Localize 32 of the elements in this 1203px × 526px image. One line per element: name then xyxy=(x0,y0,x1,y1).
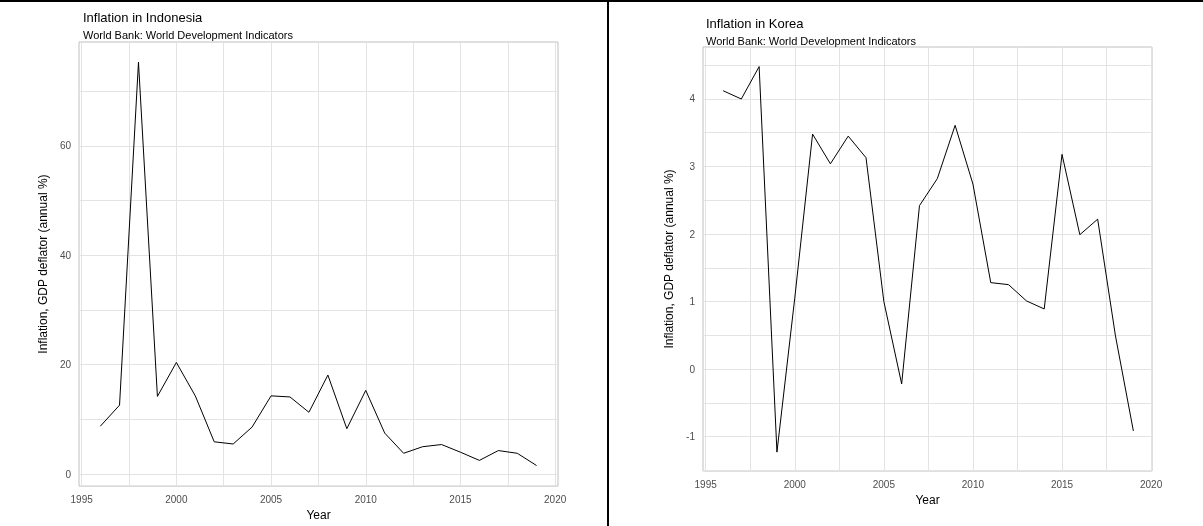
x-tick-label: 2015 xyxy=(1050,478,1074,490)
y-tick-label: 0 xyxy=(689,363,696,375)
y-tick-label: 20 xyxy=(59,359,72,371)
x-tick-label: 2000 xyxy=(165,493,188,505)
x-tick-label: 2020 xyxy=(1139,478,1163,490)
x-tick-label: 2015 xyxy=(449,493,473,505)
y-tick-label: -1 xyxy=(686,431,696,443)
y-tick-label: 2 xyxy=(689,228,696,240)
chart-title: Inflation in Indonesia xyxy=(83,10,204,25)
y-tick-label: 4 xyxy=(689,93,696,105)
x-tick-label: 2000 xyxy=(783,478,807,490)
y-tick-label: 60 xyxy=(59,140,72,152)
y-tick-label: 1 xyxy=(689,296,696,308)
x-tick-label: 2010 xyxy=(961,478,985,490)
y-tick-label: 40 xyxy=(59,249,72,261)
x-tick-label: 2010 xyxy=(354,493,378,505)
x-tick-label: 2005 xyxy=(259,493,283,505)
x-tick-label: 2020 xyxy=(544,493,567,505)
chart-title: Inflation in Korea xyxy=(706,16,805,31)
y-axis-title: Inflation, GDP deflator (annual %) xyxy=(662,169,677,349)
x-tick-label: 1995 xyxy=(70,493,94,505)
x-tick-label: 2005 xyxy=(872,478,896,490)
chart-subtitle: World Bank: World Development Indicators xyxy=(706,34,917,47)
x-axis-title: Year xyxy=(306,508,331,522)
line-series xyxy=(722,66,1134,453)
x-axis-title: Year xyxy=(915,492,940,507)
line-series xyxy=(100,61,537,466)
y-axis-title: Inflation, GDP deflator (annual %) xyxy=(35,174,50,354)
y-tick-label: 3 xyxy=(689,161,696,172)
chart-subtitle: World Bank: World Development Indicators xyxy=(83,28,294,41)
y-tick-label: 0 xyxy=(65,468,72,480)
x-tick-label: 1995 xyxy=(694,478,718,490)
